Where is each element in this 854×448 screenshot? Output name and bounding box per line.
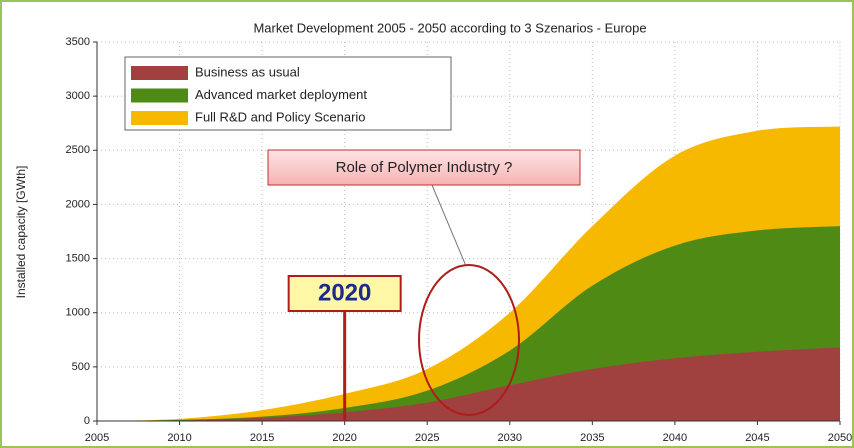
legend-swatch: [131, 66, 188, 80]
marker-label: 2020: [318, 279, 371, 306]
legend-swatch: [131, 111, 188, 125]
y-tick-label: 1500: [66, 252, 90, 264]
legend-label: Full R&D and Policy Scenario: [195, 109, 366, 124]
legend-entries: Business as usual Advanced market deploym…: [131, 64, 367, 125]
chart-title: Market Development 2005 - 2050 according…: [253, 20, 646, 35]
callout-box: [267, 149, 581, 186]
marker-box: [287, 275, 402, 312]
x-tick-label: 2035: [580, 432, 604, 444]
x-tick-label: 2030: [498, 432, 522, 444]
callout-pointer: [431, 184, 467, 267]
y-axis-label: Installed capacity [GWth]: [14, 166, 28, 299]
x-tick-label: 2010: [167, 432, 191, 444]
y-tick-label: 500: [72, 361, 90, 373]
x-tick-label: 2005: [85, 432, 109, 444]
plot-area: [93, 41, 841, 425]
x-tick-label: 2040: [663, 432, 687, 444]
y-tick-label: 0: [84, 415, 90, 427]
legend-label: Business as usual: [195, 64, 300, 79]
y-tick-label: 3500: [66, 36, 90, 48]
x-tick-label: 2020: [332, 432, 356, 444]
x-tick-label: 2025: [415, 432, 439, 444]
x-tick-label: 2045: [745, 432, 769, 444]
x-tick-label: 2050: [828, 432, 852, 444]
y-tick-label: 3000: [66, 90, 90, 102]
y-tick-label: 1000: [66, 307, 90, 319]
area: [97, 347, 840, 421]
highlight-ellipse: [418, 264, 520, 416]
y-tick-label: 2500: [66, 144, 90, 156]
x-tick-label: 2015: [250, 432, 274, 444]
legend-swatch: [131, 88, 188, 103]
callout-text: Role of Polymer Industry ?: [336, 159, 513, 176]
y-tick-label: 2000: [66, 198, 90, 210]
legend-label: Advanced market deployment: [195, 87, 367, 102]
